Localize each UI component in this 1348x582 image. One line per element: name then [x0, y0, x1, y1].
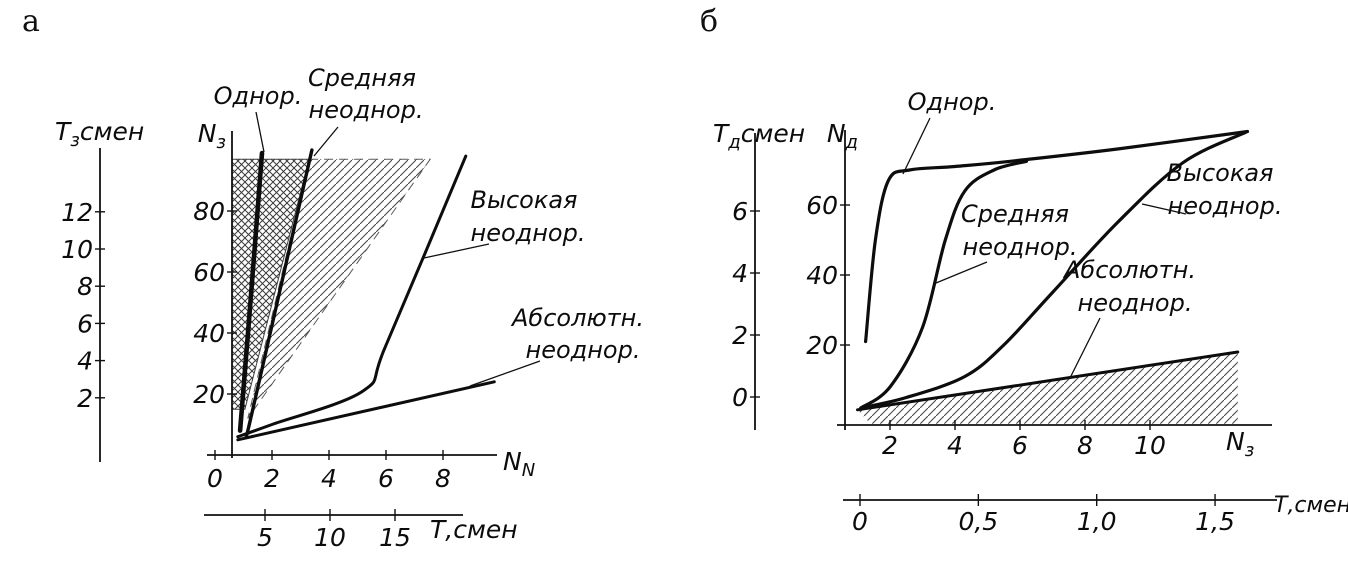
series-vysokaya-line	[236, 154, 468, 439]
x2_axis-label: Т,смен	[430, 515, 518, 544]
t_axis-label: Тзсмен	[55, 117, 144, 151]
t_axis-tick-label: 2	[732, 321, 748, 350]
annotation-label: Однор.	[214, 82, 303, 110]
x_axis-tick-label: 4	[321, 464, 337, 493]
n_axis-tick-label: 40	[193, 319, 225, 348]
annotation-label: неоднор.	[963, 233, 1078, 261]
t_axis-tick-label: 6	[732, 197, 748, 226]
t_axis-label: Тдсмен	[713, 119, 805, 153]
annotation-label: неоднор.	[526, 336, 641, 364]
annotation-label: Высокая	[471, 186, 578, 214]
n_axis-tick-label: 60	[806, 191, 838, 220]
t_axis-tick-label: 6	[77, 309, 93, 338]
t_axis-tick-label: 4	[732, 259, 748, 288]
x2_axis-label: Т,смен	[1274, 493, 1348, 518]
x_axis-tick-label: 2	[882, 431, 898, 460]
x_axis-tick-label: 2	[264, 464, 280, 493]
annotation-leader-line	[1141, 203, 1187, 215]
chart-b: 0 2 4 6 Тдсмен 20 40 60 Nд 2 4 6 8 10 Nз 0 0,5 1,0 1,5 Т,см…	[713, 88, 1348, 536]
t_axis-tick-label: 0	[732, 383, 748, 412]
annotation-label: неоднор.	[1168, 192, 1283, 220]
annotation-label: Абсолютн.	[1062, 256, 1196, 284]
annotation-label: Абсолютн.	[510, 304, 644, 332]
series-absolut-line	[236, 380, 496, 442]
series-vysokaya-line	[859, 130, 1248, 410]
t_axis-tick-label: 10	[61, 235, 93, 264]
x2_axis-tick-label: 0,5	[958, 507, 998, 536]
annotation-label: неоднор.	[1078, 289, 1193, 317]
x_axis-tick-label: 0	[207, 464, 223, 493]
t_axis-tick-label: 2	[77, 384, 93, 413]
diag-hatch-region	[857, 352, 1238, 424]
x2_axis-tick-label: 0	[852, 507, 868, 536]
n_axis-tick-label: 40	[806, 261, 838, 290]
n_axis-tick-label: 20	[806, 331, 838, 360]
x_axis-label: NN	[503, 447, 535, 481]
annotation-leader-line	[255, 111, 265, 153]
annotation-label: неоднор.	[471, 219, 586, 247]
n_axis-tick-label: 80	[193, 197, 225, 226]
series-odnor-line	[237, 150, 265, 433]
n_axis-label: Nз	[198, 119, 226, 153]
x2_axis-tick-label: 1,5	[1195, 507, 1235, 536]
annotation-leader-line	[902, 117, 931, 175]
x_axis-tick-label: 10	[1134, 431, 1166, 460]
x_axis-tick-label: 6	[1012, 431, 1028, 460]
x2_axis-tick-label: 5	[257, 523, 273, 552]
x2_axis-tick-label: 15	[379, 523, 411, 552]
annotation-leader-line	[423, 243, 490, 259]
annotation-leader-line	[469, 360, 541, 387]
t_axis-tick-label: 12	[61, 198, 93, 227]
n_axis-label: Nд	[827, 119, 858, 153]
x2_axis-tick-label: 10	[314, 523, 346, 552]
annotation-label: Однор.	[908, 88, 997, 116]
chart-a: 2 4 6 8 10 12 Тзсмен 20 40 60 80 Nз 0 2 4 6 8 NN 5 10 15 Т,см…	[55, 64, 644, 552]
x_axis-tick-label: 4	[947, 431, 963, 460]
annotation-leader-line	[935, 261, 988, 284]
annotation-label: Средняя	[961, 200, 1069, 228]
annotation-label: Высокая	[1167, 159, 1274, 187]
series-odnor-line	[864, 129, 1250, 344]
annotation-leader-line	[313, 126, 339, 157]
series-srednyaya-line	[859, 159, 1029, 410]
series-absolut-line	[856, 350, 1240, 412]
x_axis-tick-label: 6	[378, 464, 394, 493]
t_axis-tick-label: 8	[77, 272, 93, 301]
x2_axis-tick-label: 1,0	[1077, 507, 1117, 536]
n_axis-tick-label: 60	[193, 258, 225, 287]
x_axis-tick-label: 8	[435, 464, 451, 493]
x_axis-label: Nз	[1226, 427, 1254, 461]
annotation-label: неоднор.	[309, 96, 424, 124]
diag-hatch-region	[247, 158, 432, 419]
t_axis-tick-label: 4	[77, 347, 93, 376]
panel-a-label: а	[22, 4, 40, 39]
n_axis-tick-label: 20	[193, 380, 225, 409]
panel-b-label: б	[700, 4, 719, 39]
annotation-leader-line	[1069, 317, 1101, 379]
annotation-label: Средняя	[308, 64, 416, 92]
x_axis-tick-label: 8	[1077, 431, 1093, 460]
